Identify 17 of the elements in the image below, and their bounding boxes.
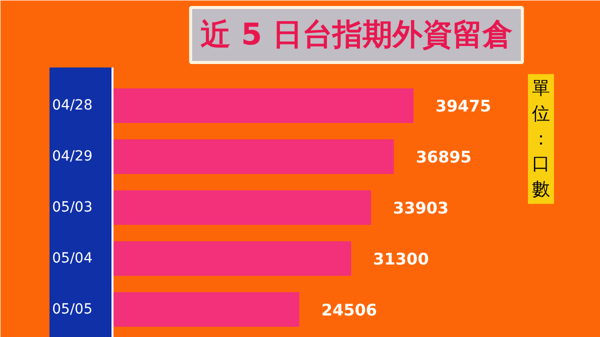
y-tick-label: 04/28 — [52, 98, 93, 114]
bar — [112, 139, 394, 174]
annotation: 單位：口數 — [532, 78, 550, 200]
chart-title: 近 5 日台指期外資留倉 — [200, 18, 514, 52]
data-label: 24506 — [321, 300, 378, 320]
data-label: 36895 — [416, 148, 472, 167]
data-label: 33903 — [393, 198, 449, 218]
bar — [112, 292, 300, 327]
data-label: 39475 — [435, 96, 492, 116]
bar — [112, 241, 352, 276]
data-label: 31300 — [373, 250, 429, 269]
y-tick-label: 05/05 — [52, 301, 93, 318]
y-tick-label: 05/03 — [52, 200, 93, 216]
bar — [112, 88, 414, 124]
y-tick-label: 05/04 — [52, 250, 93, 267]
y-tick-label: 04/29 — [52, 148, 93, 165]
bar — [112, 190, 372, 225]
